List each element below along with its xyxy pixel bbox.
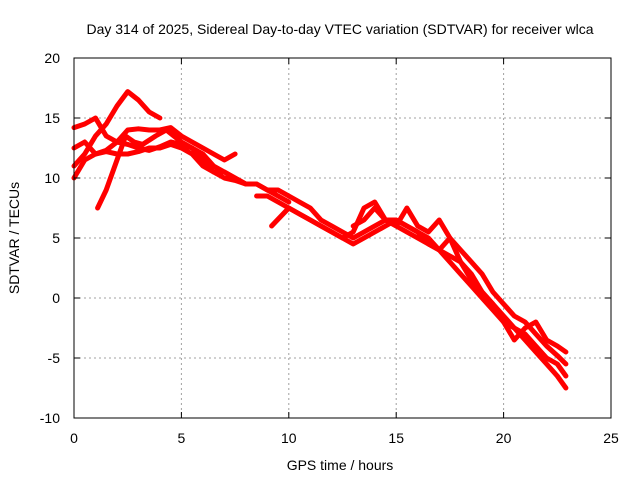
series-line-5	[95, 127, 569, 391]
y-tick-label: 15	[44, 110, 60, 126]
series-line-7	[254, 193, 569, 367]
y-tick-label: 10	[44, 170, 60, 186]
x-tick-label: 20	[496, 430, 512, 446]
x-tick-label: 15	[388, 430, 404, 446]
y-tick-label: 0	[52, 290, 60, 306]
grid-lines	[74, 58, 611, 418]
chart-title: Day 314 of 2025, Sidereal Day-to-day VTE…	[86, 21, 593, 37]
y-axis-label: SDTVAR / TECUs	[6, 182, 22, 294]
x-tick-label: 0	[70, 430, 78, 446]
y-tick-label: 20	[44, 50, 60, 66]
axis-ticks: 0 5 10 15 20 25 -10 -5 0 5 10 15 20	[40, 50, 619, 446]
series-group	[71, 89, 569, 391]
y-tick-label: 5	[52, 230, 60, 246]
x-tick-label: 25	[603, 430, 619, 446]
y-tick-label: -5	[48, 350, 61, 366]
series-line-8	[350, 205, 569, 355]
x-axis-label: GPS time / hours	[287, 457, 394, 473]
x-tick-label: 5	[178, 430, 186, 446]
x-tick-label: 10	[281, 430, 297, 446]
y-tick-label: -10	[40, 410, 60, 426]
